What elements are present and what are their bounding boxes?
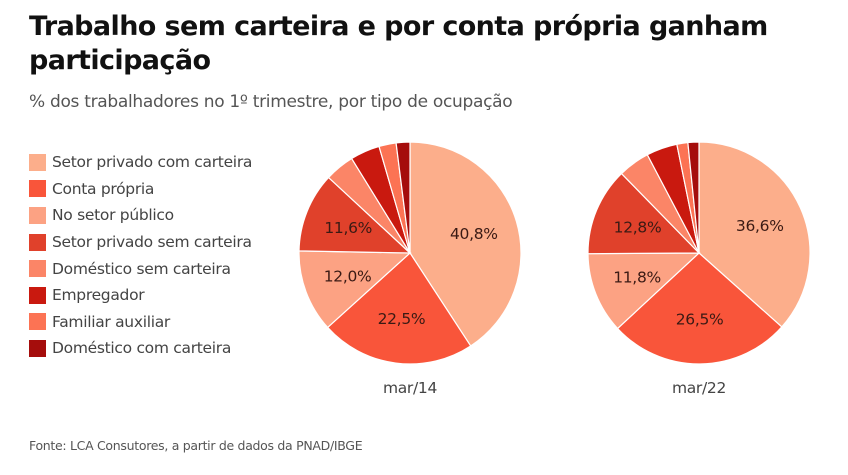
source-note: Fonte: LCA Consutores, a partir de dados…: [29, 438, 363, 453]
legend-item: No setor público: [29, 202, 252, 229]
chart-subtitle: % dos trabalhadores no 1º trimestre, por…: [29, 92, 513, 112]
slice-label: 26,5%: [676, 311, 724, 329]
pie-slice: [298, 250, 412, 329]
pie-slice: [587, 172, 701, 255]
pie-slice: [298, 176, 412, 254]
legend-label: Familiar auxiliar: [52, 312, 170, 331]
legend-item: Setor privado sem carteira: [29, 229, 252, 256]
legend-swatch: [29, 313, 46, 331]
legend-item: Setor privado com carteira: [29, 149, 252, 176]
legend-swatch: [29, 153, 46, 171]
pie-mar-14: 40,8% 22,5% 12,0% 11,6% mar/14: [298, 141, 522, 397]
pie-slice: [326, 252, 472, 365]
legend-swatch: [29, 180, 46, 198]
legend-label: Conta própria: [52, 179, 155, 198]
legend-label: Setor privado sem carteira: [52, 233, 252, 252]
legend-label: Doméstico sem carteira: [52, 259, 231, 278]
pie-slice: [687, 141, 700, 254]
legend-swatch: [29, 339, 46, 357]
legend-item: Conta própria: [29, 176, 252, 203]
period-label: mar/22: [672, 379, 726, 397]
legend-label: Setor privado com carteira: [52, 153, 253, 172]
pie-slice: [698, 141, 811, 328]
legend-label: No setor público: [52, 206, 174, 225]
legend-label: Doméstico com carteira: [52, 339, 232, 358]
legend: Setor privado com carteira Conta própria N…: [29, 149, 252, 362]
legend-item: Doméstico com carteira: [29, 335, 252, 362]
legend-swatch: [29, 233, 46, 251]
slice-label: 12,8%: [614, 218, 662, 236]
pie-slice: [395, 141, 411, 254]
pie-mar-22: 36,6% 26,5% 11,8% 12,8% mar/22: [587, 141, 811, 397]
legend-swatch: [29, 206, 46, 224]
slice-label: 36,6%: [736, 217, 784, 235]
slice-label: 40,8%: [450, 225, 498, 243]
legend-label: Empregador: [52, 286, 145, 305]
legend-item: Empregador: [29, 282, 252, 309]
slice-label: 11,6%: [324, 219, 372, 237]
slice-label: 11,8%: [613, 269, 661, 287]
slice-label: 12,0%: [324, 267, 372, 285]
pie-slice: [616, 252, 783, 365]
period-label: mar/14: [383, 379, 437, 397]
legend-item: Familiar auxiliar: [29, 309, 252, 336]
pie-slice: [587, 252, 701, 330]
slice-label: 22,5%: [378, 310, 426, 328]
legend-swatch: [29, 260, 46, 278]
chart-title: Trabalho sem carteira e por conta própri…: [29, 11, 768, 76]
legend-swatch: [29, 286, 46, 304]
legend-item: Doméstico sem carteira: [29, 255, 252, 282]
